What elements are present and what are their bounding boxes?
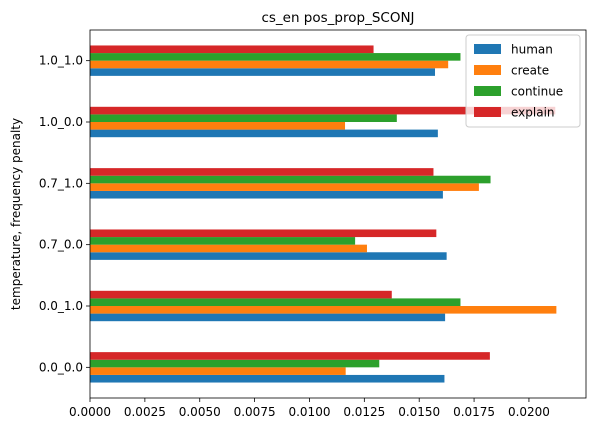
- x-tick-label: 0.0150: [398, 405, 440, 419]
- legend-swatch-continue: [474, 86, 501, 96]
- bar-continue-0.7_1.0: [90, 175, 491, 184]
- y-tick-label: 0.7_1.0: [39, 176, 83, 190]
- x-tick-label: 0.0000: [69, 405, 111, 419]
- bar-explain-1.0_0.0: [90, 106, 556, 115]
- bar-explain-0.0_1.0: [90, 290, 392, 299]
- x-tick-label: 0.0100: [288, 405, 330, 419]
- plot-frame: [89, 29, 587, 399]
- bar-explain-1.0_1.0: [90, 45, 374, 54]
- bar-human-0.7_0.0: [90, 252, 447, 260]
- bar-explain-0.7_0.0: [90, 229, 437, 238]
- bar-explain-0.0_0.0: [90, 352, 490, 360]
- legend-label-continue: continue: [511, 85, 563, 99]
- bars-group: [90, 45, 557, 383]
- bar-create-0.0_1.0: [90, 306, 557, 314]
- bar-human-1.0_0.0: [90, 129, 438, 138]
- bar-explain-0.7_1.0: [90, 168, 434, 176]
- bar-continue-1.0_1.0: [90, 53, 461, 61]
- x-tick-label: 0.0050: [179, 405, 221, 419]
- bar-human-0.7_1.0: [90, 190, 443, 199]
- chart-title: cs_en pos_prop_SCONJ: [261, 10, 414, 26]
- legend-swatch-explain: [474, 107, 501, 117]
- bar-continue-1.0_0.0: [90, 114, 397, 122]
- bar-human-0.0_0.0: [90, 374, 445, 383]
- y-tick-label: 0.0_0.0: [39, 360, 83, 374]
- x-tick-label: 0.0075: [234, 405, 276, 419]
- legend-swatch-create: [474, 65, 501, 75]
- bar-continue-0.0_0.0: [90, 359, 380, 368]
- y-tick-label: 1.0_0.0: [39, 115, 83, 129]
- bar-human-1.0_1.0: [90, 68, 436, 76]
- bar-create-0.0_0.0: [90, 367, 346, 375]
- y-tick-label: 0.7_0.0: [39, 238, 83, 252]
- y-tick-label: 1.0_1.0: [39, 54, 83, 68]
- x-tick-label: 0.0200: [508, 405, 550, 419]
- y-axis: 0.0_0.0 0.0_1.0 0.7_0.0 0.7_1.0 1.0_0.0 1.0_1…: [39, 54, 90, 374]
- bar-create-1.0_0.0: [90, 122, 346, 130]
- y-tick-label: 0.0_1.0: [39, 299, 83, 313]
- legend-label-explain: explain: [511, 106, 555, 120]
- bar-continue-0.7_0.0: [90, 237, 356, 245]
- bar-continue-0.0_1.0: [90, 298, 461, 306]
- bar-human-0.0_1.0: [90, 313, 446, 322]
- legend-swatch-human: [474, 44, 501, 54]
- bar-create-0.7_1.0: [90, 183, 479, 191]
- bar-create-1.0_1.0: [90, 60, 449, 69]
- legend-label-human: human: [511, 43, 553, 57]
- x-tick-label: 0.0025: [124, 405, 166, 419]
- x-tick-label: 0.0125: [343, 405, 385, 419]
- x-tick-label: 0.0175: [453, 405, 495, 419]
- legend-label-create: create: [511, 64, 549, 78]
- x-axis: 0.0000 0.0025 0.0050 0.0075 0.0100 0.0125 0.01…: [69, 398, 550, 419]
- legend: human create continue explain: [465, 34, 581, 128]
- bar-create-0.7_0.0: [90, 244, 367, 253]
- y-axis-title: temperature, frequency penalty: [9, 118, 23, 310]
- legend-frame: [465, 34, 581, 128]
